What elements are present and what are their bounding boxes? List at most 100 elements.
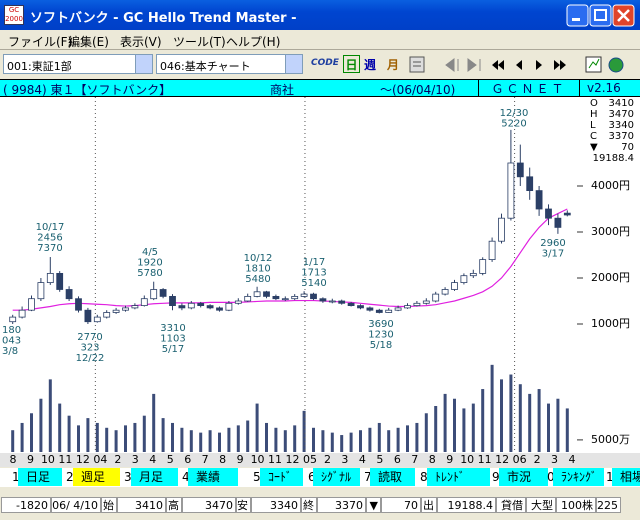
tab-key: 0 — [547, 470, 555, 484]
x-tick-label: 10 — [251, 453, 265, 466]
daily-button[interactable]: 日 — [343, 55, 360, 73]
volume-bar — [274, 427, 278, 452]
status-cell: 3410 — [117, 497, 166, 513]
volume-bar — [406, 425, 409, 452]
candle-body — [169, 295, 176, 306]
x-tick-label: 8 — [429, 453, 436, 466]
tab[interactable]: 日足 — [18, 468, 62, 486]
tab[interactable]: 週足 — [73, 468, 120, 486]
volume-bar — [105, 427, 109, 452]
candle-body — [545, 208, 552, 219]
window-buttons[interactable] — [565, 4, 637, 27]
moving-average — [12, 208, 568, 311]
candle-body — [498, 217, 505, 242]
annotation: 5/17 — [162, 344, 184, 355]
volume-bar — [528, 393, 532, 452]
x-tick-label: 11 — [58, 453, 72, 466]
y-tick-label: 4000円 — [591, 179, 630, 192]
tab[interactable]: ｼｸﾞﾅﾙ — [313, 468, 360, 486]
volume-bar — [142, 415, 146, 452]
volume-bar — [490, 364, 494, 452]
change-value: 70 — [621, 142, 634, 153]
status-cell: 19188.4 — [437, 497, 496, 513]
x-tick-label: 12 — [495, 453, 509, 466]
tab[interactable]: 相場 — [612, 468, 640, 486]
code-button[interactable]: CODE — [311, 58, 339, 68]
x-tick-label: 12 — [286, 453, 300, 466]
x-tick-label: 3 — [132, 453, 139, 466]
maximize-button[interactable] — [589, 4, 612, 27]
candle-body — [206, 305, 214, 309]
x-tick-label: 6 — [184, 453, 191, 466]
menu-item[interactable]: 表示(V) — [120, 35, 162, 49]
candle-body — [347, 302, 355, 307]
candle-body — [488, 240, 496, 260]
x-axis-band — [0, 453, 640, 467]
candle-body — [451, 282, 458, 290]
menu-item[interactable]: ツール(T) — [173, 35, 226, 49]
x-tick-label: 04 — [93, 453, 107, 466]
annotation: 043 — [2, 336, 21, 347]
annotation: 3/8 — [2, 346, 18, 357]
volume-bar — [218, 432, 221, 452]
tab[interactable]: ｺｰﾄﾞ — [260, 468, 303, 486]
volume-bar — [152, 393, 156, 452]
volume-bar — [443, 393, 447, 452]
candle-body — [84, 309, 92, 323]
status-cell: 終 — [301, 497, 317, 513]
market-select[interactable]: 001:東証1部 — [3, 54, 153, 74]
volume-bar — [359, 430, 362, 452]
volume-bar — [396, 427, 400, 452]
volume-bar — [471, 403, 475, 452]
weekly-button[interactable]: 週 — [364, 58, 377, 72]
volume-bar — [537, 389, 541, 452]
source: ＧＣＮＥＴ — [478, 80, 580, 96]
separator — [0, 49, 640, 50]
annotation: 3310 — [160, 323, 185, 334]
volume-bar — [227, 427, 231, 452]
tab[interactable]: 市況 — [499, 468, 548, 486]
toolbar-icons[interactable] — [408, 54, 640, 76]
volume-bar — [86, 418, 90, 452]
volume-bar — [67, 415, 71, 452]
tab[interactable]: ﾄﾚﾝﾄﾞ — [427, 468, 490, 486]
monthly-button[interactable]: 月 — [387, 58, 400, 72]
x-tick-label: 2 — [324, 453, 331, 466]
tab[interactable]: 月足 — [131, 468, 178, 486]
candle-body — [93, 316, 101, 323]
volume-bar — [255, 403, 259, 452]
menu-item[interactable]: ファイル(F) — [8, 35, 73, 49]
volume-bar — [500, 379, 503, 452]
menu-item[interactable]: 編集(E) — [68, 35, 109, 49]
candle-body — [516, 162, 524, 178]
annotation: 2770 — [77, 332, 102, 343]
volume-bar — [77, 425, 80, 452]
annotation: 5780 — [137, 268, 162, 279]
volume-bar — [265, 422, 268, 452]
candle-body — [37, 282, 45, 300]
volume-bar — [340, 435, 344, 452]
x-tick-label: 4 — [149, 453, 156, 466]
volume-bar — [171, 422, 174, 452]
chart-select[interactable]: 046:基本チャート — [156, 54, 303, 74]
status-cell: 225 — [596, 497, 621, 513]
tab[interactable]: 読取 — [370, 468, 415, 486]
status-cell: 大型 — [526, 497, 556, 513]
candle-body — [281, 298, 289, 301]
x-tick-label: 2 — [534, 453, 541, 466]
candle-body — [291, 295, 299, 300]
y-tick-label: 3000円 — [591, 225, 630, 238]
minimize-button[interactable] — [566, 4, 589, 27]
ohlc-label: H — [590, 109, 598, 120]
annotation: 1103 — [160, 334, 185, 345]
tab[interactable]: 業績 — [188, 468, 238, 486]
candle-body — [187, 302, 195, 309]
volume-bar — [180, 427, 184, 452]
tab[interactable]: ﾗﾝｷﾝｸﾞ — [553, 468, 604, 486]
volume-bar — [349, 432, 353, 452]
ohlc-value: 3410 — [609, 98, 634, 109]
menu-item[interactable]: ヘルプ(H) — [226, 35, 281, 49]
candle-body — [357, 305, 364, 309]
volume-bar — [199, 432, 203, 452]
